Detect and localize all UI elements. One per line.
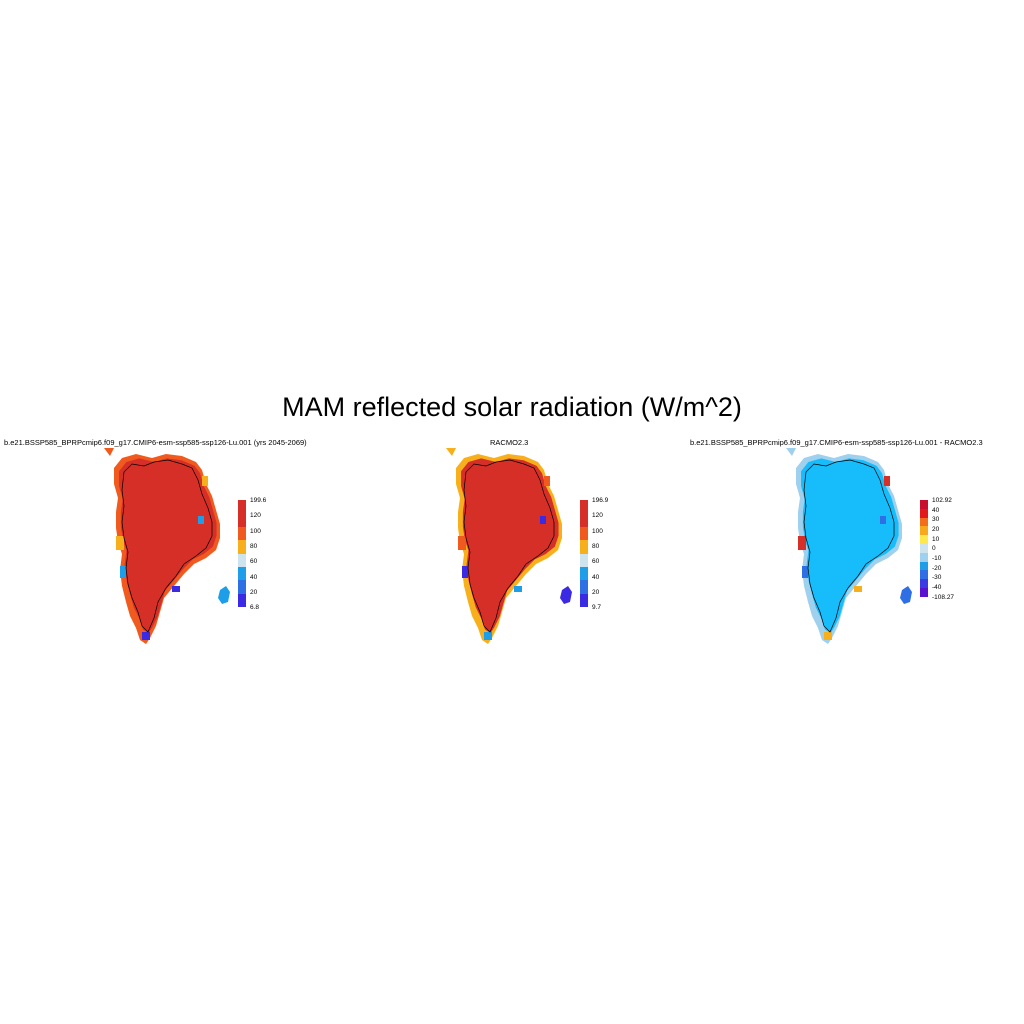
edge-patch [484, 632, 492, 640]
colorbar-segment [580, 593, 588, 608]
panel-title: b.e21.BSSP585_BPRPcmip6.f09_g17.CMIP6-es… [690, 438, 983, 447]
colorbar-segment [238, 593, 246, 608]
colorbar-segment [580, 540, 588, 554]
colorbar-tick-label: 60 [592, 558, 600, 566]
corner-patch [446, 448, 456, 456]
colorbar-tick-label: 10 [932, 535, 940, 543]
colorbar-segment [920, 508, 928, 518]
colorbar-segment [920, 500, 928, 509]
colorbar-tick-label: 9.7 [592, 604, 602, 612]
colorbar-segment [580, 500, 588, 514]
colorbar-tick-label: 196.9 [592, 497, 609, 504]
colorbar-tick-label: 30 [932, 516, 940, 524]
colorbar-tick-label: 0 [932, 545, 936, 553]
island-patch [560, 586, 572, 604]
map-panel-model: b.e21.BSSP585_BPRPcmip6.f09_g17.CMIP6-es… [0, 438, 340, 658]
colorbar-segment [920, 526, 928, 536]
map-panel-racmo: RACMO2.3 196.9 120 100 80 60 40 20 9.7 [340, 438, 680, 658]
map-panel-difference: b.e21.BSSP585_BPRPcmip6.f09_g17.CMIP6-es… [680, 438, 1024, 658]
colorbar-segment [920, 552, 928, 562]
colorbar-tick-label: 6.8 [250, 604, 260, 612]
colorbar-segment [238, 526, 246, 541]
colorbar-segment [920, 587, 928, 597]
edge-patch [880, 516, 886, 524]
edge-patch [116, 536, 124, 550]
colorbar-tick-label: -108.27 [932, 593, 955, 601]
colorbar-segment [580, 566, 588, 581]
corner-patch [786, 448, 796, 456]
colorbar-segment [920, 517, 928, 527]
colorbar-segment [580, 553, 588, 567]
colorbar-segment [920, 579, 928, 588]
colorbar-tick-label: 120 [250, 512, 261, 520]
colorbar-segment [238, 553, 246, 567]
colorbar-tick-label: 80 [250, 542, 258, 550]
colorbar-tick-label: 20 [592, 588, 600, 596]
colorbar-tick-label: -40 [932, 584, 942, 592]
colorbar-tick-label: 20 [250, 588, 258, 596]
colorbar-tick-label: 102.92 [932, 497, 952, 504]
figure-title: MAM reflected solar radiation (W/m^2) [282, 392, 742, 422]
edge-patch [544, 476, 550, 486]
colorbar-segment [238, 580, 246, 594]
colorbar-segment [238, 540, 246, 554]
greenland-map [104, 448, 230, 644]
edge-patch [798, 536, 806, 550]
ice-sheet-field [461, 458, 559, 634]
colorbar-tick-label: 60 [250, 558, 258, 566]
colorbar-segment [238, 513, 246, 527]
coastline [121, 459, 213, 633]
edge-patch [458, 536, 466, 550]
colorbar-tick-label: 40 [250, 573, 258, 581]
edge-patch [802, 566, 808, 578]
colorbar-segment [920, 570, 928, 580]
colorbar-segment [580, 526, 588, 541]
edge-patch [172, 586, 180, 592]
coastline [463, 459, 555, 633]
colorbar-tick-label: 20 [932, 526, 940, 534]
edge-patch [824, 632, 832, 640]
colorbar: 196.9 120 100 80 60 40 20 9.7 [580, 497, 608, 611]
colorbar-tick-label: -30 [932, 574, 942, 582]
colorbar-tick-label: 100 [592, 527, 603, 535]
panel-title: b.e21.BSSP585_BPRPcmip6.f09_g17.CMIP6-es… [4, 438, 307, 447]
panel-title: RACMO2.3 [490, 438, 529, 447]
colorbar-tick-label: -10 [932, 555, 942, 563]
colorbar-segment [238, 566, 246, 581]
colorbar-segment [580, 513, 588, 527]
colorbar-tick-label: -20 [932, 564, 942, 572]
colorbar-segment [920, 543, 928, 553]
colorbar-segment [920, 535, 928, 544]
island-patch [218, 586, 230, 604]
colorbar-tick-label: 100 [250, 527, 261, 535]
edge-patch [540, 516, 546, 524]
edge-patch [120, 566, 126, 578]
colorbar-tick-label: 40 [932, 506, 940, 514]
edge-patch [198, 516, 204, 524]
ice-sheet-field [119, 458, 217, 634]
edge-patch [462, 566, 468, 578]
colorbar-segment [580, 580, 588, 594]
edge-patch [202, 476, 208, 486]
island-patch [900, 586, 912, 604]
edge-patch [514, 586, 522, 592]
colorbar-segment [238, 500, 246, 514]
colorbar-tick-label: 120 [592, 512, 603, 520]
coastline [803, 459, 895, 633]
greenland-map [786, 448, 912, 644]
colorbar: 102.92 40 30 20 10 0 -10 -20 -30 -40 -108.27 [920, 497, 954, 601]
colorbar-tick-label: 80 [592, 542, 600, 550]
edge-patch [142, 632, 150, 640]
edge-patch [884, 476, 890, 486]
colorbar-segment [920, 561, 928, 571]
ice-sheet-field [801, 458, 899, 634]
corner-patch [104, 448, 114, 456]
colorbar: 199.6 120 100 80 60 40 20 6.8 [238, 497, 266, 611]
colorbar-tick-label: 40 [592, 573, 600, 581]
colorbar-tick-label: 199.6 [250, 497, 267, 504]
greenland-map [446, 448, 572, 644]
edge-patch [854, 586, 862, 592]
